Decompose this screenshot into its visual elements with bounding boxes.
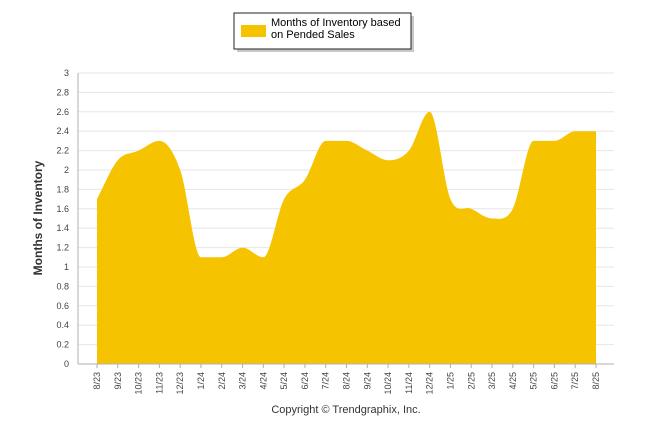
y-tick-label: 0 <box>64 359 69 369</box>
legend-label-line-2: on Pended Sales <box>271 29 355 41</box>
y-tick-labels: 0 0.2 0.4 0.6 0.8 1 1.2 1.4 1.6 1.8 2 2.2 2.4 2.6 2.8 3 <box>56 68 69 369</box>
x-tick-label: 6/25 <box>549 372 559 390</box>
y-tick-label: 2 <box>64 165 69 175</box>
x-tick-label: 4/25 <box>508 372 518 390</box>
y-tick-label: 0.4 <box>56 320 69 330</box>
x-tick-label: 3/25 <box>487 372 497 390</box>
x-tick-label: 12/24 <box>425 372 435 395</box>
x-tick-label: 10/23 <box>134 372 144 395</box>
x-tick-label: 1/25 <box>445 372 455 390</box>
x-tick-label: 8/25 <box>591 372 601 390</box>
y-tick-label: 2.6 <box>56 107 69 117</box>
y-tick-label: 1 <box>64 262 69 272</box>
x-tick-label: 2/25 <box>466 372 476 390</box>
x-tick-label: 7/25 <box>570 372 580 390</box>
y-tick-label: 1.2 <box>56 243 69 253</box>
y-tick-label: 2.2 <box>56 146 69 156</box>
x-tick-label: 5/25 <box>529 372 539 390</box>
x-tick-label: 11/23 <box>154 372 164 394</box>
y-tick-label: 2.4 <box>56 126 69 136</box>
legend-label: Months of Inventory based on Pended Sale… <box>271 17 404 41</box>
x-tick-label: 4/24 <box>258 372 268 390</box>
legend-swatch <box>241 25 266 37</box>
x-tick-labels: 8/23 9/23 10/23 11/23 12/23 1/24 2/24 3/24 4/24 5… <box>92 364 601 395</box>
legend-label-line-1: Months of Inventory based <box>271 17 401 29</box>
x-tick-label: 10/24 <box>383 372 393 395</box>
x-tick-label: 8/24 <box>342 372 352 390</box>
y-axis-title: Months of Inventory <box>31 160 45 275</box>
x-tick-label: 2/24 <box>217 372 227 390</box>
inventory-area <box>97 111 596 364</box>
y-tick-label: 1.8 <box>56 184 69 194</box>
y-tick-label: 2.8 <box>56 87 69 97</box>
x-tick-label: 1/24 <box>196 372 206 390</box>
y-tick-label: 0.6 <box>56 301 69 311</box>
y-tick-label: 0.2 <box>56 340 69 350</box>
x-tick-label: 8/23 <box>92 372 102 390</box>
copyright-footer: Copyright © Trendgraphix, Inc. <box>271 404 420 416</box>
legend: Months of Inventory based on Pended Sale… <box>233 12 414 52</box>
x-tick-label: 3/24 <box>238 372 248 390</box>
y-tick-label: 1.6 <box>56 204 69 214</box>
x-tick-label: 5/24 <box>279 372 289 390</box>
y-tick-label: 3 <box>64 68 69 78</box>
x-tick-label: 6/24 <box>300 372 310 390</box>
x-tick-label: 7/24 <box>321 372 331 390</box>
x-tick-label: 9/23 <box>113 372 123 390</box>
x-tick-label: 9/24 <box>362 372 372 390</box>
y-tick-label: 1.4 <box>56 223 69 233</box>
x-tick-label: 12/23 <box>175 372 185 395</box>
y-tick-label: 0.8 <box>56 281 69 291</box>
x-tick-label: 11/24 <box>404 372 414 394</box>
